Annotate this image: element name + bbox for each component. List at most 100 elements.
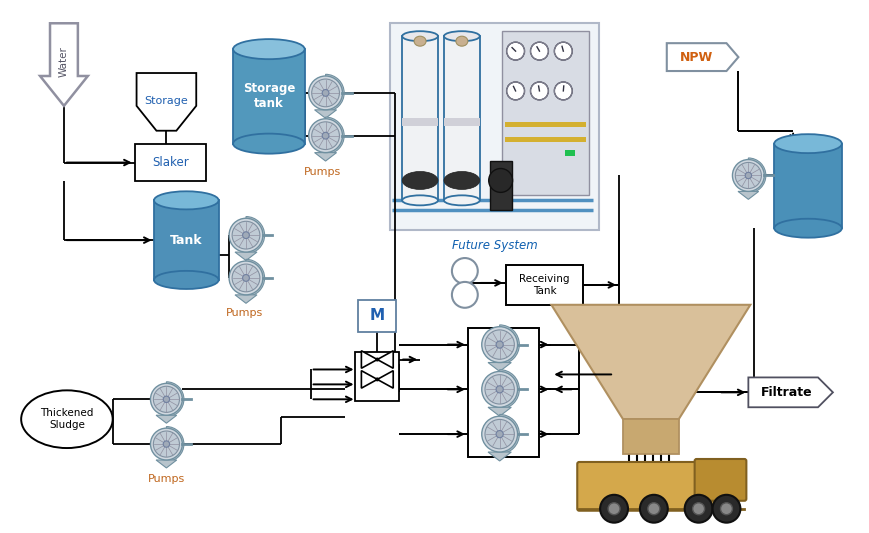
FancyBboxPatch shape bbox=[135, 144, 206, 181]
Text: Receiving
Tank: Receiving Tank bbox=[519, 274, 569, 296]
Ellipse shape bbox=[443, 195, 479, 205]
FancyBboxPatch shape bbox=[443, 36, 479, 200]
Circle shape bbox=[229, 218, 262, 252]
Circle shape bbox=[481, 327, 517, 362]
Ellipse shape bbox=[414, 36, 426, 46]
Circle shape bbox=[488, 168, 512, 192]
Polygon shape bbox=[136, 73, 196, 131]
Ellipse shape bbox=[21, 390, 113, 448]
Wedge shape bbox=[499, 325, 519, 364]
Polygon shape bbox=[666, 43, 738, 71]
Polygon shape bbox=[40, 23, 88, 106]
Polygon shape bbox=[377, 351, 393, 368]
Text: Future System: Future System bbox=[451, 239, 537, 252]
Circle shape bbox=[495, 386, 502, 393]
Ellipse shape bbox=[401, 195, 437, 205]
Text: Pumps: Pumps bbox=[303, 167, 341, 177]
Circle shape bbox=[311, 122, 339, 150]
Circle shape bbox=[647, 503, 659, 515]
Polygon shape bbox=[747, 377, 832, 407]
Circle shape bbox=[150, 428, 182, 460]
Circle shape bbox=[375, 377, 379, 382]
Circle shape bbox=[375, 358, 379, 361]
Polygon shape bbox=[235, 295, 256, 303]
Circle shape bbox=[495, 341, 502, 348]
Circle shape bbox=[692, 503, 704, 515]
Circle shape bbox=[720, 503, 732, 515]
Wedge shape bbox=[246, 260, 264, 296]
FancyBboxPatch shape bbox=[773, 144, 841, 228]
Ellipse shape bbox=[401, 172, 437, 189]
Circle shape bbox=[745, 172, 751, 179]
Circle shape bbox=[530, 42, 547, 60]
FancyBboxPatch shape bbox=[358, 300, 395, 332]
Text: Pumps: Pumps bbox=[226, 308, 263, 318]
Circle shape bbox=[232, 264, 260, 292]
Wedge shape bbox=[166, 382, 183, 417]
Circle shape bbox=[308, 76, 342, 110]
Circle shape bbox=[163, 441, 169, 447]
FancyBboxPatch shape bbox=[390, 23, 599, 230]
Circle shape bbox=[506, 42, 524, 60]
FancyBboxPatch shape bbox=[504, 136, 586, 142]
FancyBboxPatch shape bbox=[468, 328, 539, 457]
Text: Filtrate: Filtrate bbox=[760, 386, 812, 399]
FancyBboxPatch shape bbox=[504, 122, 586, 127]
Circle shape bbox=[484, 330, 514, 359]
Wedge shape bbox=[499, 370, 519, 409]
Circle shape bbox=[150, 383, 182, 415]
Polygon shape bbox=[156, 460, 176, 468]
Polygon shape bbox=[315, 152, 336, 161]
Circle shape bbox=[242, 232, 249, 239]
Circle shape bbox=[734, 163, 760, 189]
Polygon shape bbox=[488, 362, 511, 372]
Polygon shape bbox=[156, 415, 176, 423]
Circle shape bbox=[732, 159, 763, 191]
Ellipse shape bbox=[773, 134, 841, 153]
FancyBboxPatch shape bbox=[622, 419, 678, 454]
Circle shape bbox=[153, 431, 179, 457]
Polygon shape bbox=[361, 351, 377, 368]
Ellipse shape bbox=[443, 31, 479, 41]
Circle shape bbox=[607, 503, 620, 515]
Polygon shape bbox=[235, 252, 256, 261]
Ellipse shape bbox=[401, 31, 437, 41]
Polygon shape bbox=[377, 370, 393, 388]
Polygon shape bbox=[315, 110, 336, 118]
Polygon shape bbox=[361, 370, 377, 388]
Circle shape bbox=[153, 386, 179, 413]
Circle shape bbox=[640, 495, 667, 523]
Circle shape bbox=[484, 375, 514, 404]
Circle shape bbox=[163, 396, 169, 402]
Circle shape bbox=[242, 274, 249, 281]
Circle shape bbox=[684, 495, 712, 523]
Ellipse shape bbox=[154, 191, 218, 209]
Polygon shape bbox=[551, 305, 749, 419]
Text: Storage
tank: Storage tank bbox=[242, 83, 295, 110]
Ellipse shape bbox=[233, 134, 304, 154]
Text: Pumps: Pumps bbox=[148, 474, 185, 484]
Circle shape bbox=[308, 119, 342, 152]
Text: Water: Water bbox=[59, 46, 69, 77]
Text: Tank: Tank bbox=[169, 233, 202, 247]
FancyBboxPatch shape bbox=[489, 160, 511, 211]
Circle shape bbox=[481, 416, 517, 452]
Ellipse shape bbox=[154, 271, 218, 289]
Ellipse shape bbox=[773, 219, 841, 238]
Circle shape bbox=[495, 431, 502, 438]
FancyBboxPatch shape bbox=[577, 462, 725, 511]
Circle shape bbox=[506, 82, 524, 100]
Circle shape bbox=[484, 419, 514, 449]
Circle shape bbox=[712, 495, 740, 523]
Circle shape bbox=[451, 282, 477, 308]
Text: Storage: Storage bbox=[144, 96, 188, 106]
Text: Slaker: Slaker bbox=[152, 156, 189, 169]
Ellipse shape bbox=[455, 36, 468, 46]
FancyBboxPatch shape bbox=[355, 352, 399, 401]
Ellipse shape bbox=[233, 39, 304, 59]
Polygon shape bbox=[737, 191, 758, 199]
Text: Thickened
Sludge: Thickened Sludge bbox=[40, 408, 94, 430]
Wedge shape bbox=[499, 415, 519, 454]
Wedge shape bbox=[747, 158, 765, 193]
Polygon shape bbox=[488, 407, 511, 416]
